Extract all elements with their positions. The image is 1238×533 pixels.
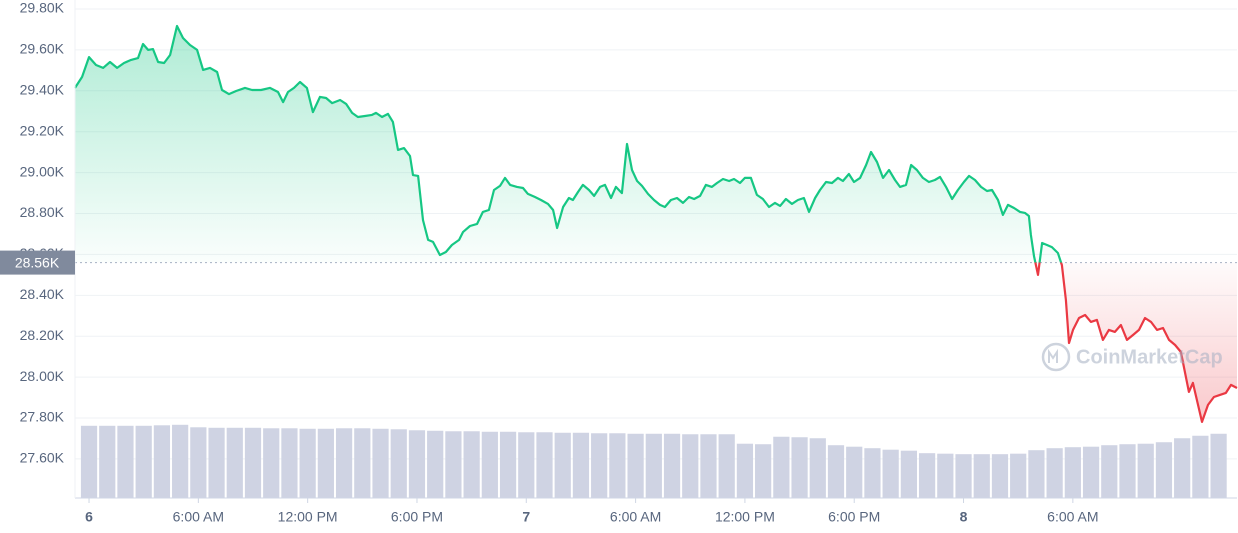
- volume-bar: [736, 443, 754, 498]
- volume-bar: [463, 431, 480, 498]
- volume-bar: [317, 428, 334, 498]
- volume-bar: [190, 427, 207, 498]
- volume-bar: [937, 453, 954, 498]
- volume-bar: [481, 431, 498, 498]
- y-tick-label: 29.60K: [20, 41, 65, 57]
- volume-bar: [609, 433, 626, 498]
- y-tick-label: 28.20K: [20, 327, 65, 343]
- watermark-text: CoinMarketCap: [1076, 346, 1223, 368]
- volume-bar: [80, 425, 98, 498]
- volume-bar: [208, 427, 225, 498]
- volume-bar: [809, 438, 826, 498]
- volume-bar: [1210, 433, 1227, 498]
- volume-bar: [499, 431, 517, 498]
- x-tick-label: 6:00 AM: [610, 509, 661, 525]
- volume-bar: [335, 428, 353, 498]
- volume-bar: [864, 448, 881, 498]
- x-tick-label: 6: [85, 509, 93, 525]
- area-fill: [75, 26, 1237, 422]
- x-tick-label: 12:00 PM: [715, 509, 775, 525]
- volume-bar: [372, 428, 389, 498]
- volume-bar: [263, 428, 280, 498]
- volume-bar: [827, 445, 845, 498]
- baseline-label: 28.56K: [15, 254, 60, 270]
- volume-bar: [572, 432, 590, 498]
- price-line: [74, 24, 1238, 423]
- volume-bar: [1137, 443, 1154, 498]
- volume-bar: [882, 449, 899, 498]
- baseline-label-box: [0, 250, 75, 275]
- volume-bars: [80, 424, 1227, 498]
- volume-bar: [1174, 438, 1191, 498]
- y-tick-label: 29.80K: [20, 0, 65, 16]
- x-tick-label: 6:00 AM: [1047, 509, 1098, 525]
- volume-bar: [1064, 447, 1081, 498]
- volume-bar: [135, 425, 152, 498]
- volume-bar: [408, 430, 426, 498]
- volume-bar: [918, 453, 936, 498]
- volume-bar: [900, 450, 917, 498]
- x-tick-label: 6:00 AM: [173, 509, 224, 525]
- watermark: CoinMarketCap: [1041, 342, 1223, 372]
- volume-bar: [390, 429, 407, 498]
- watermark-logo-mark: [1048, 348, 1058, 363]
- volume-bar: [846, 446, 863, 498]
- volume-bar: [663, 433, 681, 498]
- volume-bar: [718, 434, 735, 498]
- volume-bar: [645, 433, 662, 498]
- y-tick-label: 29.00K: [20, 163, 65, 179]
- x-tick-label: 6:00 PM: [828, 509, 880, 525]
- volume-bar: [627, 433, 644, 498]
- volume-bar: [591, 433, 608, 498]
- volume-bar: [244, 427, 262, 498]
- volume-bar: [1155, 442, 1173, 498]
- volume-bar: [791, 437, 808, 498]
- volume-bar: [682, 434, 699, 498]
- volume-bar: [172, 424, 189, 498]
- y-tick-label: 28.80K: [20, 204, 65, 220]
- volume-bar: [354, 428, 371, 498]
- plot: [74, 24, 1238, 423]
- volume-bar: [1119, 444, 1136, 498]
- volume-bar: [299, 428, 316, 498]
- volume-bar: [226, 427, 243, 498]
- volume-bar: [445, 431, 462, 498]
- x-tick-label: 12:00 PM: [278, 509, 338, 525]
- volume-bar: [1101, 445, 1118, 498]
- volume-bar: [536, 432, 553, 498]
- x-tick-label: 8: [960, 509, 968, 525]
- x-tick-label: 7: [522, 509, 530, 525]
- volume-bar: [554, 432, 571, 498]
- volume-bar: [427, 430, 444, 498]
- volume-bar: [1082, 446, 1100, 498]
- volume-bar: [117, 425, 134, 498]
- y-tick-label: 27.60K: [20, 450, 65, 466]
- volume-bar: [281, 428, 298, 498]
- y-tick-label: 27.80K: [20, 409, 65, 425]
- volume-bar: [153, 425, 171, 498]
- y-tick-label: 28.40K: [20, 286, 65, 302]
- watermark-logo: [1041, 342, 1071, 372]
- volume-bar: [755, 444, 772, 498]
- volume-bar: [1010, 453, 1027, 498]
- volume-bar: [1028, 450, 1045, 498]
- volume-bar: [1046, 448, 1063, 498]
- volume-bar: [1192, 435, 1209, 498]
- x-tick-label: 6:00 PM: [391, 509, 443, 525]
- volume-bar: [700, 434, 717, 498]
- y-tick-label: 28.00K: [20, 368, 65, 384]
- y-tick-label: 29.40K: [20, 82, 65, 98]
- volume-bar: [955, 454, 972, 498]
- volume-bar: [518, 432, 535, 498]
- volume-bar: [973, 454, 990, 498]
- volume-bar: [773, 436, 790, 498]
- volume-bar: [991, 454, 1009, 498]
- volume-bar: [99, 425, 116, 498]
- y-tick-label: 29.20K: [20, 122, 65, 138]
